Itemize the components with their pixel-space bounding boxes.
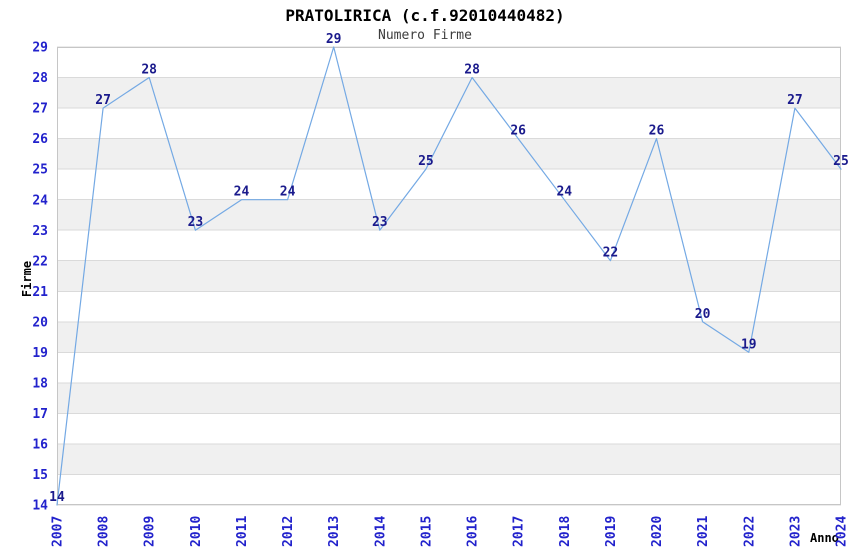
x-tick-label: 2010 <box>189 516 204 547</box>
x-tick-label: 2022 <box>742 516 757 547</box>
x-tick-label: 2012 <box>281 516 296 547</box>
data-point-label: 19 <box>741 337 757 352</box>
background-band <box>57 443 841 475</box>
chart-subtitle: Numero Firme <box>378 28 472 43</box>
y-tick-label: 14 <box>32 499 48 514</box>
chart-title: PRATOLIRICA (c.f.92010440482) <box>285 6 565 25</box>
y-tick-label: 16 <box>32 437 48 452</box>
data-point-label: 26 <box>510 124 526 139</box>
data-point-label: 28 <box>464 63 480 78</box>
y-tick-label: 24 <box>32 193 48 208</box>
y-tick-label: 22 <box>32 254 48 269</box>
x-tick-label: 2020 <box>650 516 665 547</box>
data-point-label: 29 <box>326 32 342 47</box>
x-tick-label: 2008 <box>97 516 112 547</box>
data-point-label: 14 <box>49 490 65 505</box>
y-tick-label: 28 <box>32 71 48 86</box>
plot-border <box>57 47 841 505</box>
x-tick-label: 2024 <box>835 516 850 547</box>
x-tick-label: 2017 <box>512 516 527 547</box>
data-point-label: 26 <box>649 124 665 139</box>
y-tick-label: 23 <box>32 224 48 239</box>
x-tick-label: 2014 <box>373 516 388 547</box>
x-tick-label: 2009 <box>143 516 158 547</box>
background-band <box>57 260 841 292</box>
x-tick-label: 2019 <box>604 516 619 547</box>
data-point-label: 23 <box>188 215 204 230</box>
x-tick-label: 2015 <box>419 516 434 547</box>
y-tick-label: 27 <box>32 102 48 117</box>
x-tick-label: 2016 <box>466 516 481 547</box>
data-point-label: 24 <box>234 185 250 200</box>
data-point-label: 23 <box>372 215 388 230</box>
data-point-label: 28 <box>141 63 157 78</box>
x-tick-label: 2011 <box>235 516 250 547</box>
data-point-label: 27 <box>95 93 111 108</box>
y-tick-label: 26 <box>32 132 48 147</box>
x-axis-title: Anno <box>810 531 839 545</box>
background-band <box>57 321 841 353</box>
data-point-label: 20 <box>695 307 711 322</box>
data-point-label: 25 <box>418 154 434 169</box>
y-tick-label: 21 <box>32 285 48 300</box>
data-point-label: 24 <box>280 185 296 200</box>
y-tick-label: 29 <box>32 41 48 56</box>
x-tick-label: 2023 <box>788 516 803 547</box>
x-tick-label: 2007 <box>51 516 66 547</box>
background-band <box>57 138 841 170</box>
x-tick-label: 2018 <box>558 516 573 547</box>
y-tick-label: 20 <box>32 315 48 330</box>
y-tick-label: 15 <box>32 468 48 483</box>
x-tick-label: 2013 <box>327 516 342 547</box>
y-tick-label: 25 <box>32 163 48 178</box>
data-point-label: 25 <box>833 154 849 169</box>
y-tick-label: 18 <box>32 376 48 391</box>
series-line <box>56 46 842 506</box>
background-band <box>57 77 841 109</box>
background-band <box>57 199 841 231</box>
x-tick-label: 2021 <box>696 516 711 547</box>
data-point-label: 27 <box>787 93 803 108</box>
data-point-label: 22 <box>603 246 619 261</box>
background-band <box>57 382 841 414</box>
y-tick-label: 19 <box>32 346 48 361</box>
data-point-label: 24 <box>556 185 572 200</box>
y-tick-label: 17 <box>32 407 48 422</box>
